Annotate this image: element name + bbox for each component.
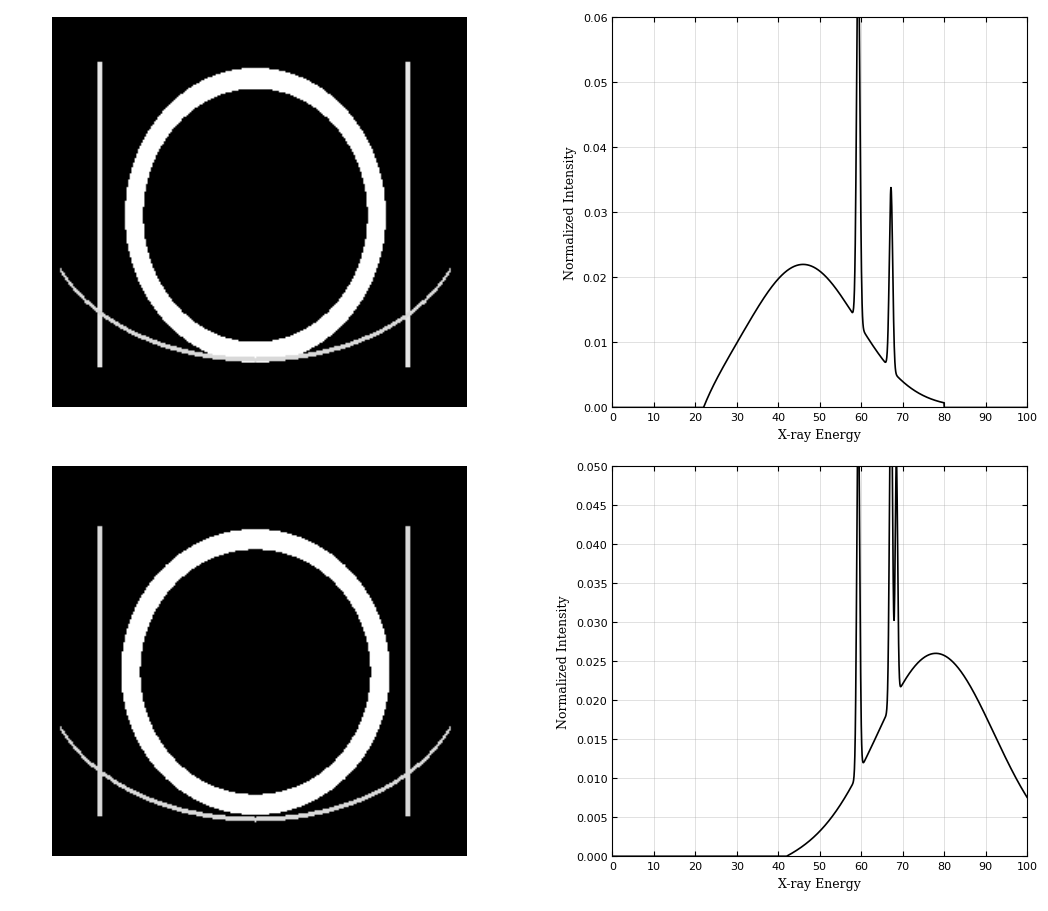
- X-axis label: X-ray Energy: X-ray Energy: [779, 876, 861, 890]
- X-axis label: X-ray Energy: X-ray Energy: [779, 428, 861, 442]
- Y-axis label: Normalized Intensity: Normalized Intensity: [564, 147, 577, 280]
- Y-axis label: Normalized Intensity: Normalized Intensity: [558, 595, 570, 728]
